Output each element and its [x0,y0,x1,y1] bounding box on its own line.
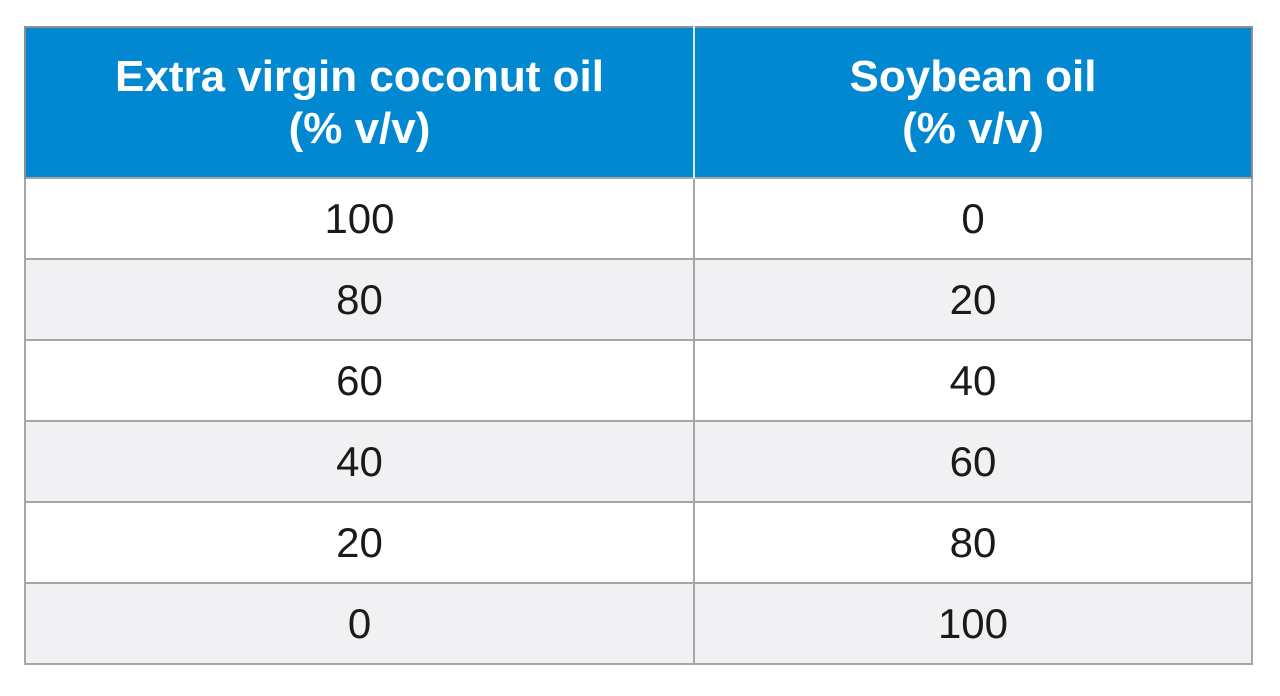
table-row: 20 80 [24,501,1253,584]
cell-coconut-oil: 80 [24,258,695,341]
cell-soybean-oil: 100 [693,582,1253,665]
table-row: 40 60 [24,420,1253,503]
cell-coconut-oil: 40 [24,420,695,503]
cell-soybean-oil: 40 [693,339,1253,422]
table-body: 100 0 80 20 60 40 40 60 20 80 0 100 [24,177,1253,665]
blend-ratio-table: Extra virgin coconut oil (% v/v) Soybean… [24,26,1253,665]
table-row: 80 20 [24,258,1253,341]
table-row: 0 100 [24,582,1253,665]
cell-soybean-oil: 60 [693,420,1253,503]
cell-coconut-oil: 100 [24,177,695,260]
header-soybean-oil: Soybean oil (% v/v) [694,26,1253,178]
header-soybean-oil-title: Soybean oil [849,51,1097,101]
cell-soybean-oil: 0 [693,177,1253,260]
header-row: Extra virgin coconut oil (% v/v) Soybean… [24,26,1253,178]
header-coconut-oil-title: Extra virgin coconut oil [115,51,604,101]
table-row: 60 40 [24,339,1253,422]
cell-soybean-oil: 20 [693,258,1253,341]
header-coconut-oil: Extra virgin coconut oil (% v/v) [24,26,695,178]
header-soybean-oil-unit: (% v/v) [902,103,1044,153]
cell-soybean-oil: 80 [693,501,1253,584]
table-header: Extra virgin coconut oil (% v/v) Soybean… [24,26,1253,178]
blend-ratio-table-container: Extra virgin coconut oil (% v/v) Soybean… [24,26,1253,665]
cell-coconut-oil: 0 [24,582,695,665]
cell-coconut-oil: 60 [24,339,695,422]
table-row: 100 0 [24,177,1253,260]
header-coconut-oil-unit: (% v/v) [288,103,431,153]
cell-coconut-oil: 20 [24,501,695,584]
